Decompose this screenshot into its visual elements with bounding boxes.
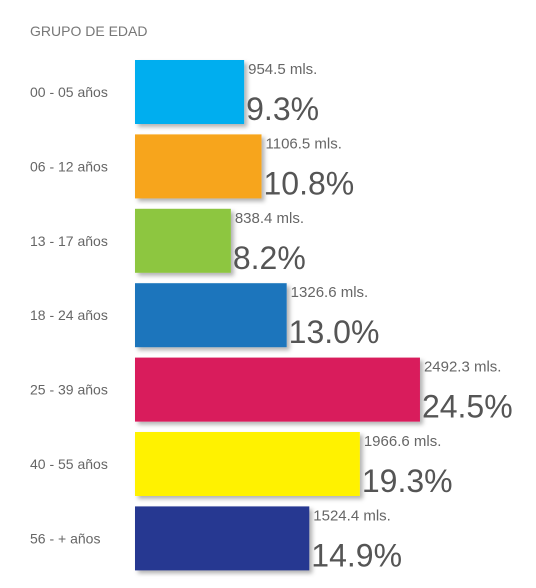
category-label: 06 - 12 años [30, 158, 108, 174]
bar [135, 432, 360, 496]
percent-label: 8.2% [233, 240, 306, 276]
value-label: 1524.4 mls. [313, 507, 391, 524]
bar [135, 208, 231, 273]
percent-label: 9.3% [246, 91, 319, 127]
category-label: 13 - 17 años [30, 233, 108, 249]
percent-label: 19.3% [362, 463, 453, 499]
category-label: 40 - 55 años [30, 456, 108, 472]
value-label: 954.5 mls. [248, 61, 317, 78]
category-label: 56 - + años [30, 530, 100, 546]
percent-label: 13.0% [289, 314, 380, 350]
percent-label: 10.8% [264, 165, 355, 201]
value-label: 838.4 mls. [235, 210, 304, 227]
category-label: 18 - 24 años [30, 307, 108, 323]
category-label: 00 - 05 años [30, 84, 108, 100]
percent-label: 24.5% [422, 389, 513, 425]
bar [135, 357, 420, 422]
bar [135, 134, 262, 199]
value-label: 1966.6 mls. [364, 433, 442, 450]
percent-label: 14.9% [311, 537, 402, 573]
value-label: 1326.6 mls. [291, 284, 369, 301]
category-label: 25 - 39 años [30, 382, 108, 398]
bar [135, 283, 287, 348]
bar [135, 60, 245, 124]
value-label: 1106.5 mls. [266, 135, 342, 152]
value-label: 2492.3 mls. [424, 359, 502, 376]
bar [135, 506, 310, 571]
chart-title: GRUPO DE EDAD [30, 23, 147, 39]
